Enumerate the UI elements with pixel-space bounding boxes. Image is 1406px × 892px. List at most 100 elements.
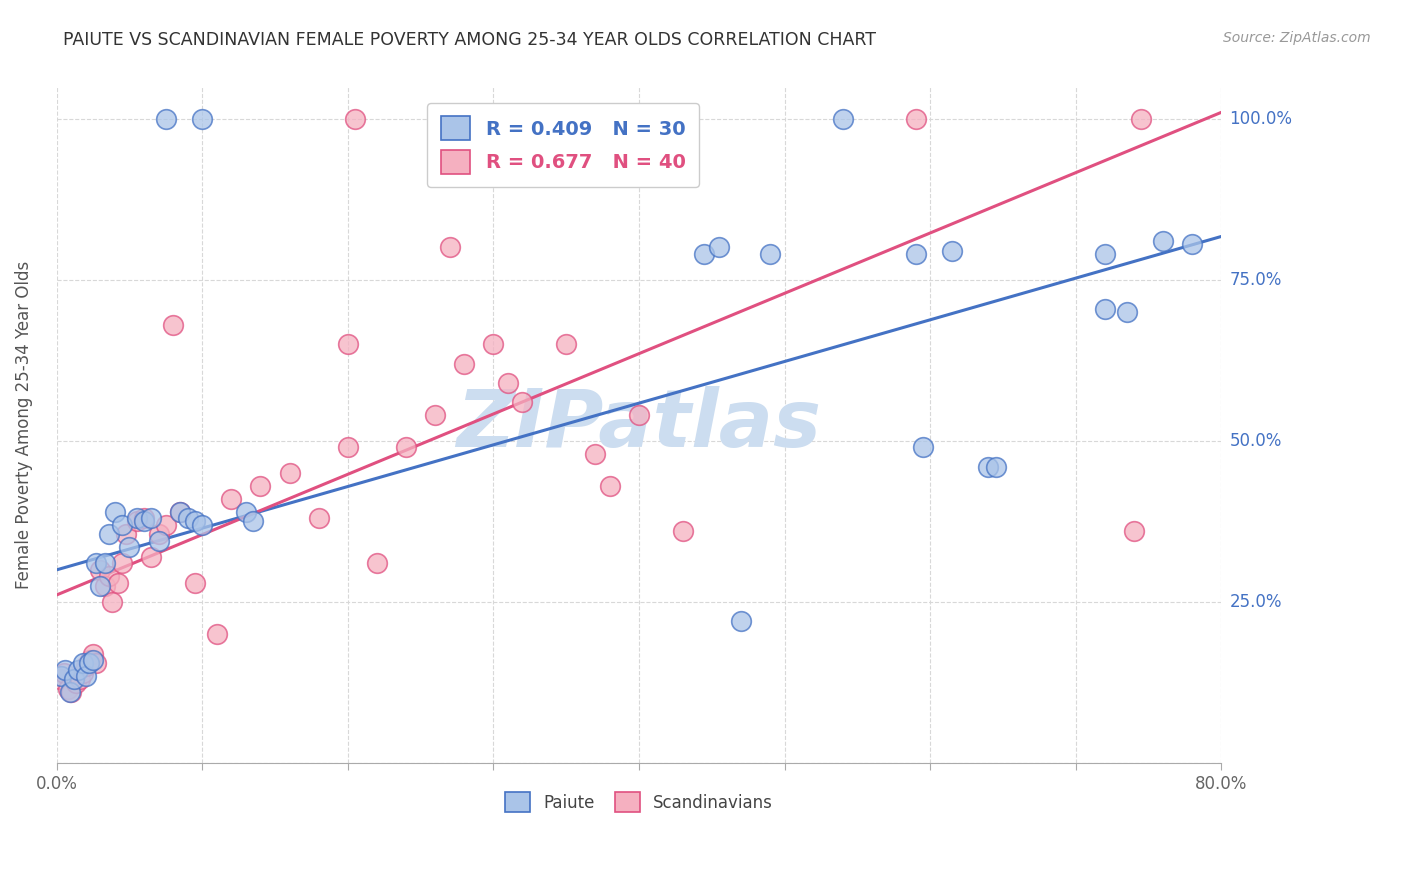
Point	[583, 447, 606, 461]
Point	[125, 511, 148, 525]
Point	[555, 337, 578, 351]
Point	[89, 563, 111, 577]
Point	[423, 408, 446, 422]
Point	[482, 337, 505, 351]
Text: PAIUTE VS SCANDINAVIAN FEMALE POVERTY AMONG 25-34 YEAR OLDS CORRELATION CHART: PAIUTE VS SCANDINAVIAN FEMALE POVERTY AM…	[63, 31, 876, 49]
Point	[115, 527, 138, 541]
Point	[184, 515, 207, 529]
Point	[132, 515, 155, 529]
Point	[132, 511, 155, 525]
Point	[63, 673, 86, 687]
Point	[104, 505, 127, 519]
Point	[308, 511, 330, 525]
Point	[977, 459, 1000, 474]
Point	[599, 479, 621, 493]
Point	[904, 247, 927, 261]
Point	[169, 505, 191, 519]
Point	[48, 673, 70, 687]
Point	[65, 675, 87, 690]
Point	[191, 112, 214, 126]
Point	[904, 112, 927, 126]
Text: ZIPatlas: ZIPatlas	[457, 385, 821, 464]
Point	[1152, 234, 1174, 248]
Point	[162, 318, 184, 332]
Point	[1115, 305, 1137, 319]
Point	[730, 615, 752, 629]
Point	[1130, 112, 1153, 126]
Point	[84, 657, 107, 671]
Point	[235, 505, 257, 519]
Point	[75, 659, 97, 673]
Point	[512, 395, 534, 409]
Point	[111, 557, 134, 571]
Point	[336, 440, 359, 454]
Point	[336, 337, 359, 351]
Point	[191, 517, 214, 532]
Point	[1094, 301, 1116, 316]
Text: 100.0%: 100.0%	[1230, 110, 1292, 128]
Text: 75.0%: 75.0%	[1230, 271, 1282, 289]
Point	[72, 657, 94, 671]
Text: 25.0%: 25.0%	[1230, 593, 1282, 611]
Point	[439, 240, 461, 254]
Point	[75, 669, 97, 683]
Point	[1122, 524, 1144, 538]
Point	[366, 557, 388, 571]
Point	[60, 685, 83, 699]
Point	[1181, 237, 1204, 252]
Point	[242, 515, 264, 529]
Point	[58, 681, 80, 696]
Point	[141, 511, 163, 525]
Point	[148, 533, 170, 548]
Point	[344, 112, 367, 126]
Point	[831, 112, 853, 126]
Point	[69, 673, 91, 687]
Point	[98, 527, 121, 541]
Point	[77, 657, 100, 671]
Point	[155, 517, 177, 532]
Point	[184, 575, 207, 590]
Point	[79, 653, 101, 667]
Point	[439, 112, 461, 126]
Point	[67, 663, 90, 677]
Point	[72, 665, 94, 680]
Point	[118, 540, 141, 554]
Point	[453, 357, 475, 371]
Text: Source: ZipAtlas.com: Source: ZipAtlas.com	[1223, 31, 1371, 45]
Point	[89, 579, 111, 593]
Point	[82, 653, 104, 667]
Point	[759, 247, 782, 261]
Point	[526, 112, 548, 126]
Point	[98, 569, 121, 583]
Point	[671, 524, 693, 538]
Point	[627, 408, 650, 422]
Point	[911, 440, 934, 454]
Point	[84, 557, 107, 571]
Point	[984, 459, 1007, 474]
Point	[82, 647, 104, 661]
Point	[176, 511, 198, 525]
Point	[49, 669, 72, 683]
Point	[169, 505, 191, 519]
Point	[496, 376, 519, 390]
Point	[155, 112, 177, 126]
Point	[101, 595, 124, 609]
Point	[93, 579, 115, 593]
Point	[107, 575, 129, 590]
Point	[278, 466, 301, 480]
Point	[707, 240, 730, 254]
Point	[693, 247, 716, 261]
Point	[93, 557, 115, 571]
Text: 50.0%: 50.0%	[1230, 432, 1282, 450]
Legend: Paiute, Scandinavians: Paiute, Scandinavians	[495, 782, 783, 822]
Y-axis label: Female Poverty Among 25-34 Year Olds: Female Poverty Among 25-34 Year Olds	[15, 260, 32, 589]
Point	[125, 515, 148, 529]
Point	[111, 517, 134, 532]
Point	[1094, 247, 1116, 261]
Point	[53, 663, 76, 677]
Point	[221, 491, 243, 506]
Point	[941, 244, 963, 258]
Point	[205, 627, 228, 641]
Point	[59, 685, 82, 699]
Point	[141, 549, 163, 564]
